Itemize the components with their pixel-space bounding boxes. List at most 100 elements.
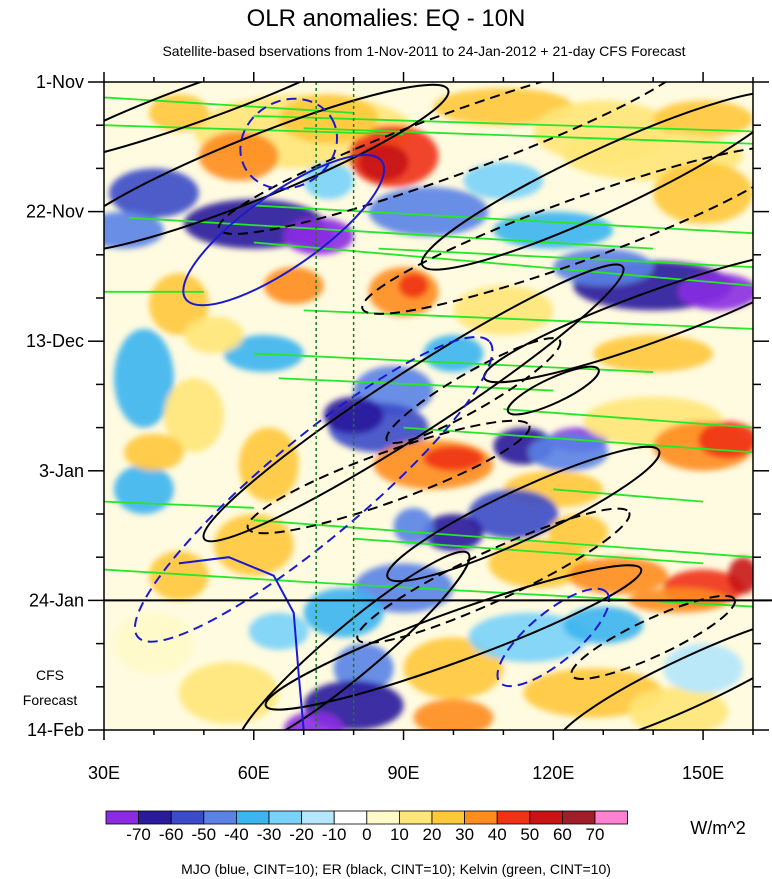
- olr-anomaly-cell: [263, 267, 324, 305]
- colorbar-level-label: 0: [362, 825, 371, 844]
- colorbar-swatch: [529, 810, 563, 825]
- colorbar-level-label: -20: [289, 825, 314, 844]
- colorbar-swatch: [496, 810, 531, 825]
- olr-anomaly-cell: [148, 273, 209, 336]
- colorbar-swatch: [268, 810, 302, 825]
- colorbar-level-label: -30: [257, 825, 282, 844]
- y-tick-label: 22-Nov: [26, 202, 84, 222]
- kelvin-contour-line: [353, 537, 704, 565]
- chart-title: OLR anomalies: EQ - 10N: [247, 5, 526, 32]
- colorbar-level-label: 30: [455, 825, 474, 844]
- x-tick-label: 90E: [388, 763, 420, 783]
- colorbar-swatch: [333, 810, 368, 825]
- colorbar-level-label: 20: [423, 825, 442, 844]
- x-tick-label: 60E: [238, 763, 270, 783]
- er-contour: [420, 90, 753, 271]
- olr-anomaly-cell: [463, 162, 544, 200]
- er-contour: [361, 145, 753, 315]
- er-contour: [202, 263, 625, 543]
- olr-anomaly-cell: [123, 433, 184, 471]
- olr-anomaly-cell: [403, 637, 504, 700]
- olr-anomaly-cell: [563, 606, 644, 644]
- olr-anomaly-cell: [433, 88, 574, 126]
- olr-anomaly-cell: [393, 507, 434, 545]
- colorbar-swatch: [562, 810, 596, 825]
- mjo-contour: [178, 556, 305, 730]
- olr-anomaly-cell: [113, 328, 174, 428]
- colorbar-level-label: -10: [322, 825, 347, 844]
- mjo-contour: [182, 153, 386, 307]
- kelvin-contour-line: [104, 568, 304, 583]
- kelvin-contour-line: [503, 408, 753, 429]
- plot-frame: [103, 81, 754, 731]
- colorbar-swatch: [398, 810, 433, 825]
- kelvin-contour-line: [128, 216, 654, 250]
- kelvin-contour-line: [253, 241, 753, 287]
- y-tick-label: 14-Feb: [27, 720, 84, 740]
- kelvin-contour-line: [253, 115, 753, 133]
- er-contour: [356, 507, 631, 644]
- x-tick-label: 30E: [88, 763, 120, 783]
- colorbar-level-label: 10: [390, 825, 409, 844]
- y-tick-label: 24-Jan: [29, 590, 84, 610]
- kelvin-contour-line: [104, 500, 254, 509]
- kelvin-contour-line: [378, 247, 753, 269]
- olr-anomaly-cell: [488, 538, 589, 589]
- mjo-contour: [239, 97, 339, 190]
- kelvin-contour-line: [553, 488, 704, 503]
- olr-anomaly-cell: [283, 711, 344, 730]
- olr-anomaly-cell: [198, 131, 279, 181]
- olr-anomaly-cell: [653, 162, 753, 224]
- olr-anomaly-cell: [368, 186, 489, 237]
- er-contour: [104, 82, 370, 164]
- olr-anomaly-cell: [468, 612, 589, 663]
- chart-subtitle: Satellite-based bservations from 1-Nov-2…: [162, 43, 685, 59]
- olr-anomaly-cell: [398, 273, 429, 298]
- er-contour: [264, 564, 643, 711]
- colorbar-swatch: [235, 810, 270, 825]
- kelvin-contour-line: [303, 127, 753, 145]
- colorbar-unit: W/m^2: [690, 818, 745, 838]
- er-contour: [555, 612, 753, 730]
- kelvin-contour-line: [303, 580, 753, 608]
- kelvin-contour-line: [253, 204, 753, 235]
- olr-anomaly-cell: [423, 514, 484, 552]
- y-tick-label: 13-Dec: [26, 331, 84, 351]
- mjo-contours: [133, 97, 611, 730]
- colorbar-level-label: -50: [192, 825, 217, 844]
- olr-anomaly-cell: [163, 378, 224, 453]
- forecast-label-forecast: Forecast: [23, 692, 78, 708]
- olr-anomaly-cell: [113, 612, 194, 675]
- colorbar-level-label: 40: [488, 825, 507, 844]
- plot-area: [104, 82, 753, 730]
- x-tick-label: 120E: [532, 763, 574, 783]
- contour-legend: MJO (blue, CINT=10); ER (black, CINT=10)…: [181, 861, 611, 877]
- colorbar-swatch: [203, 810, 237, 825]
- x-axis: 30E 60E 90E 120E 150E: [88, 72, 754, 783]
- y-tick-label: 1-Nov: [36, 72, 84, 92]
- olr-anomaly-cell: [423, 446, 484, 471]
- olr-anomaly-cell: [108, 168, 199, 218]
- olr-anomaly-cell: [413, 699, 494, 730]
- colorbar-level-label: 70: [586, 825, 605, 844]
- colorbar: -70 -60 -50 -40 -30 -20 -10 0 10 20 30 40 50 60 70: [105, 810, 628, 844]
- mjo-contour: [133, 335, 494, 643]
- kelvin-contour-line: [253, 519, 753, 559]
- colorbar-swatch: [138, 810, 172, 825]
- er-contour: [385, 337, 562, 445]
- x-tick-label: 150E: [682, 763, 724, 783]
- colorbar-swatch: [105, 810, 139, 825]
- kelvin-contour-line: [104, 96, 354, 114]
- colorbar-level-label: 60: [553, 825, 572, 844]
- olr-anomaly-cell: [358, 143, 409, 181]
- olr-anomaly-cell: [628, 686, 729, 730]
- colorbar-level-label: 50: [520, 825, 539, 844]
- reference-longitude-lines: [315, 82, 355, 730]
- colorbar-level-label: -40: [224, 825, 249, 844]
- olr-anomaly-cell: [183, 316, 244, 354]
- olr-anomaly-cell: [523, 668, 664, 718]
- olr-anomaly-cell: [728, 557, 753, 595]
- kelvin-contour-line: [403, 426, 753, 454]
- mjo-contour: [496, 587, 611, 688]
